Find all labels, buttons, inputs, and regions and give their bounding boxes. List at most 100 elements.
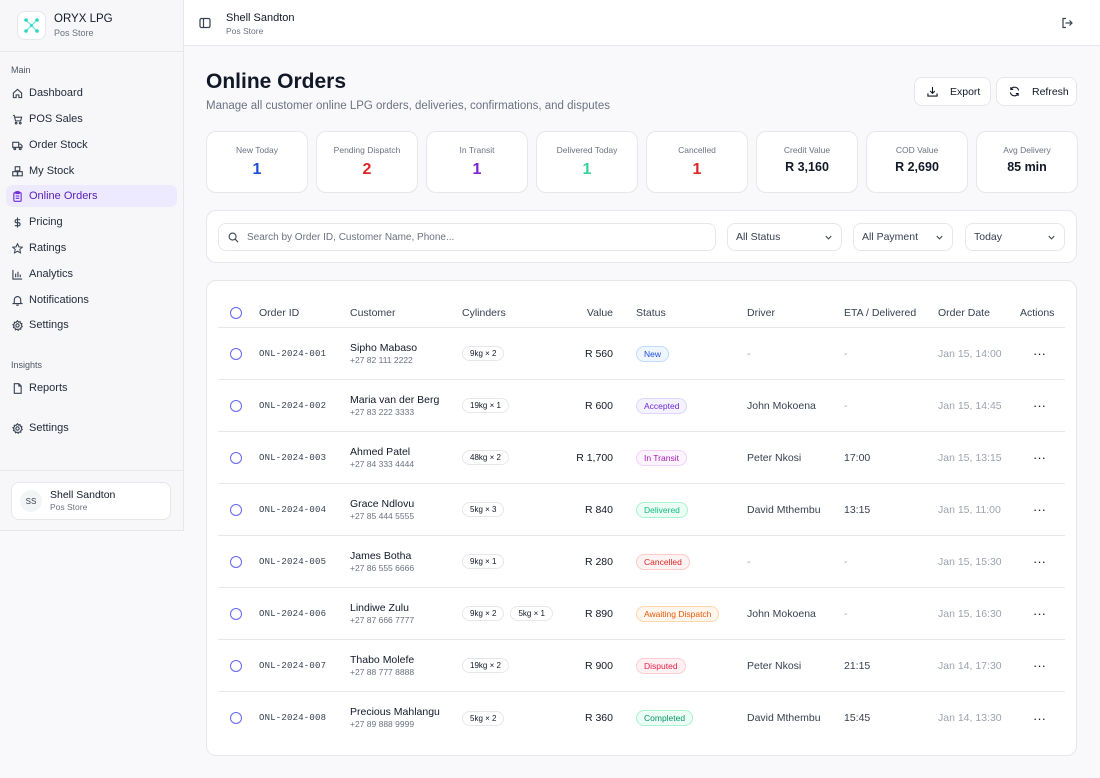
brand-subtitle: Pos Store: [54, 28, 94, 38]
stat-card: In Transit 1: [426, 131, 528, 193]
sidebar-item-label: Ratings: [29, 242, 67, 254]
payment-filter-value: All Payment: [862, 231, 919, 243]
nav-section-main: Main: [11, 65, 31, 75]
header-status[interactable]: Status: [636, 306, 666, 319]
cylinders-cell: 19kg × 1: [462, 380, 515, 431]
cylinders-cell: 48kg × 2: [462, 432, 515, 483]
stat-label: COD Value: [895, 145, 939, 155]
row-checkbox[interactable]: [230, 640, 242, 691]
user-card[interactable]: SS Shell Sandton Pos Store: [11, 482, 171, 520]
header-eta[interactable]: ETA / Delivered: [844, 306, 917, 319]
customer-cell: James Botha +27 86 555 6666: [350, 536, 414, 587]
row-checkbox[interactable]: [230, 380, 242, 431]
stat-value: 85 min: [1007, 160, 1047, 174]
driver-name: Peter Nkosi: [747, 451, 802, 464]
sidebar-item-label: Pricing: [29, 216, 63, 228]
sidebar-item-dashboard[interactable]: Dashboard: [6, 82, 177, 104]
order-id[interactable]: ONL-2024-004: [259, 504, 327, 515]
user-name: Shell Sandton: [50, 489, 116, 501]
stat-value: R 2,690: [895, 160, 939, 174]
header-order-id[interactable]: Order ID: [259, 306, 300, 319]
search-box[interactable]: [218, 223, 716, 251]
more-actions-icon[interactable]: ···: [1033, 658, 1046, 673]
more-actions-icon[interactable]: ···: [1033, 398, 1046, 413]
sidebar-item-settings[interactable]: Settings: [6, 314, 177, 336]
row-checkbox[interactable]: [230, 484, 242, 535]
status-cell: Awaiting Dispatch: [636, 588, 720, 639]
more-actions-icon[interactable]: ···: [1033, 710, 1046, 726]
header-value[interactable]: Value: [586, 306, 613, 319]
row-checkbox[interactable]: [230, 328, 242, 379]
sidebar-item-notifications[interactable]: Notifications: [6, 289, 177, 311]
row-checkbox[interactable]: [230, 692, 242, 744]
table-row[interactable]: ONL-2024-002 Maria van der Berg +27 83 222…: [218, 380, 1065, 432]
user-role: Pos Store: [50, 502, 88, 512]
status-cell: Cancelled: [636, 536, 690, 587]
cart-icon: [12, 114, 23, 125]
payment-filter[interactable]: All Payment: [853, 223, 953, 251]
filter-panel: All Status All Payment Today: [206, 210, 1077, 263]
status-cell: New: [636, 328, 670, 379]
more-actions-icon[interactable]: ···: [1033, 502, 1046, 517]
table-row[interactable]: ONL-2024-008 Precious Mahlangu +27 89 888 …: [218, 692, 1065, 744]
sidebar-item-reports[interactable]: Reports: [6, 377, 177, 399]
search-input[interactable]: [247, 231, 687, 243]
status-cell: In Transit: [636, 432, 687, 483]
sidebar-item-my-stock[interactable]: My Stock: [6, 160, 177, 182]
order-id[interactable]: ONL-2024-008: [259, 713, 327, 723]
sidebar-item-online-orders[interactable]: Online Orders: [6, 185, 177, 207]
logout-icon[interactable]: [1061, 17, 1073, 29]
customer-cell: Lindiwe Zulu +27 87 666 7777: [350, 588, 414, 639]
order-id[interactable]: ONL-2024-006: [259, 608, 327, 619]
sidebar-item-analytics[interactable]: Analytics: [6, 263, 177, 285]
export-button[interactable]: Export: [914, 77, 991, 106]
date-filter[interactable]: Today: [965, 223, 1065, 251]
order-id[interactable]: ONL-2024-007: [259, 660, 327, 671]
more-actions-icon[interactable]: ···: [1033, 554, 1046, 569]
row-checkbox[interactable]: [230, 432, 242, 483]
order-id[interactable]: ONL-2024-001: [259, 348, 327, 359]
table-row[interactable]: ONL-2024-003 Ahmed Patel +27 84 333 4444 48…: [218, 432, 1065, 484]
cylinder-chip: 5kg × 1: [510, 606, 553, 621]
customer-name: Lindiwe Zulu: [350, 601, 409, 614]
table-row[interactable]: ONL-2024-001 Sipho Mabaso +27 82 111 2222 9…: [218, 328, 1065, 380]
cylinder-chip: 19kg × 1: [462, 398, 509, 413]
header-order-date[interactable]: Order Date: [938, 306, 990, 319]
eta: -: [844, 399, 848, 412]
sidebar-item-ratings[interactable]: Ratings: [6, 237, 177, 259]
status-badge: Delivered: [636, 501, 688, 518]
more-actions-icon[interactable]: ···: [1033, 450, 1046, 465]
sidebar-item-order-stock[interactable]: Order Stock: [6, 134, 177, 156]
table-row[interactable]: ONL-2024-006 Lindiwe Zulu +27 87 666 7777 9…: [218, 588, 1065, 640]
status-filter[interactable]: All Status: [727, 223, 842, 251]
select-all-checkbox[interactable]: [230, 298, 242, 327]
row-checkbox[interactable]: [230, 588, 242, 639]
sidebar-item-pos-sales[interactable]: POS Sales: [6, 108, 177, 130]
sidebar-toggle-icon[interactable]: [199, 17, 211, 29]
order-id[interactable]: ONL-2024-002: [259, 400, 327, 411]
customer-cell: Thabo Molefe +27 88 777 8888: [350, 640, 414, 691]
stat-label: In Transit: [459, 145, 495, 155]
header-cylinders[interactable]: Cylinders: [462, 306, 506, 319]
refresh-button[interactable]: Refresh: [996, 77, 1077, 106]
order-id[interactable]: ONL-2024-003: [259, 452, 327, 463]
sidebar-item-settings-bottom[interactable]: Settings: [6, 417, 177, 439]
table-row[interactable]: ONL-2024-007 Thabo Molefe +27 88 777 8888 1…: [218, 640, 1065, 692]
more-actions-icon[interactable]: ···: [1033, 606, 1046, 621]
sidebar-item-pricing[interactable]: Pricing: [6, 211, 177, 233]
header-customer[interactable]: Customer: [350, 306, 396, 319]
header-driver[interactable]: Driver: [747, 306, 775, 319]
table-row[interactable]: ONL-2024-005 James Botha +27 86 555 6666 9k…: [218, 536, 1065, 588]
brand[interactable]: ORYX LPG Pos Store: [17, 11, 113, 40]
sidebar: ORYX LPG Pos Store Main Dashboard POS Sa…: [0, 0, 184, 531]
refresh-icon: [1009, 86, 1020, 97]
table-row[interactable]: ONL-2024-004 Grace Ndlovu +27 85 444 5555 5…: [218, 484, 1065, 536]
customer-name: Thabo Molefe: [350, 653, 415, 666]
order-id[interactable]: ONL-2024-005: [259, 556, 327, 567]
more-actions-icon[interactable]: ···: [1033, 346, 1046, 361]
eta: 17:00: [844, 451, 871, 464]
customer-cell: Maria van der Berg +27 83 222 3333: [350, 380, 439, 431]
cylinder-chip: 5kg × 3: [462, 502, 505, 517]
cylinder-chip: 5kg × 2: [462, 710, 505, 726]
row-checkbox[interactable]: [230, 536, 242, 587]
